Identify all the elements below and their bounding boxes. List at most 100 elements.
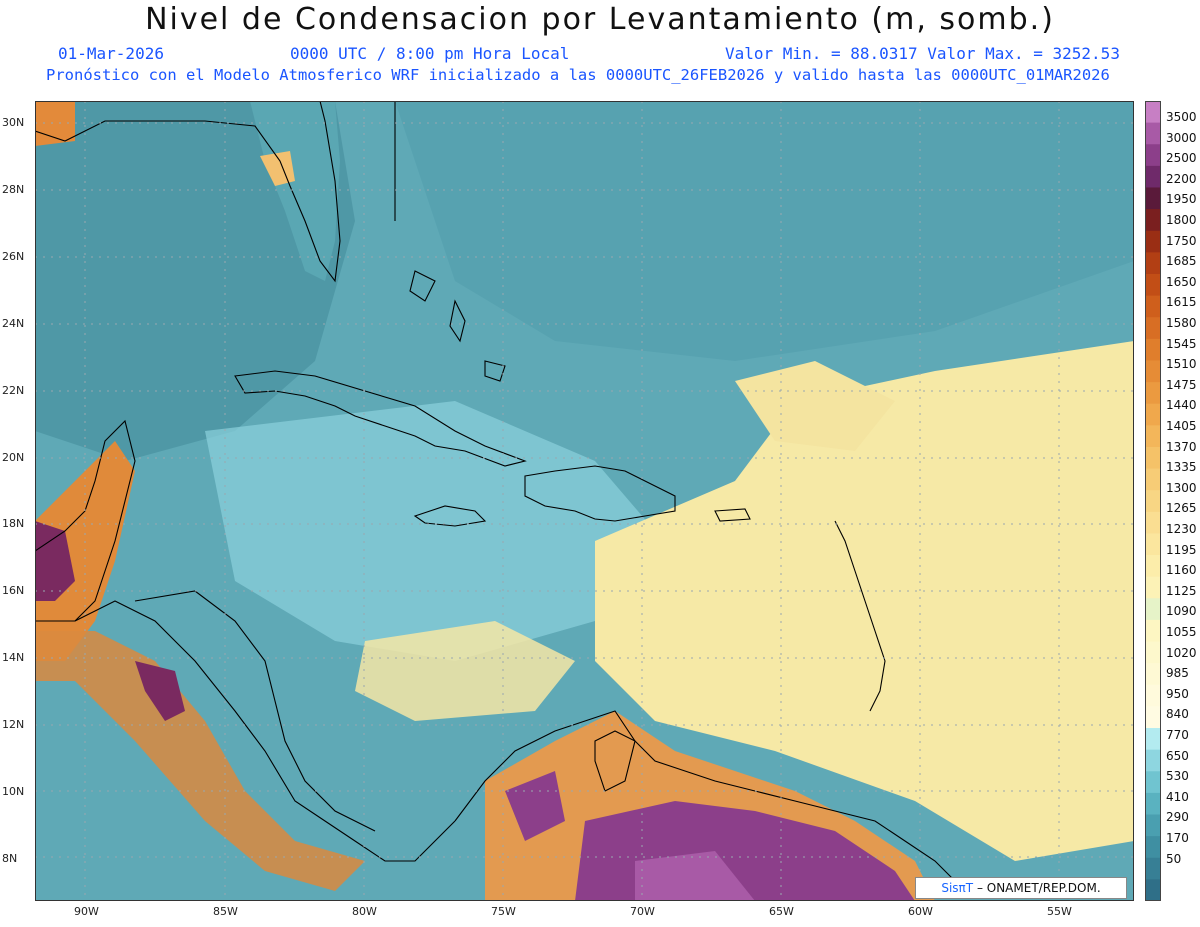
colorbar-swatch bbox=[1145, 792, 1161, 816]
nicaragua-purple bbox=[135, 661, 185, 721]
bahamas-1 bbox=[409, 270, 436, 302]
bahamas-2 bbox=[449, 299, 466, 343]
map-frame bbox=[35, 101, 1134, 901]
colorbar-label: 170 bbox=[1166, 831, 1189, 845]
colorbar-swatch bbox=[1145, 382, 1161, 405]
lat-label: 24N bbox=[2, 316, 25, 330]
colorbar-swatch bbox=[1145, 576, 1161, 599]
colorbar-label: 950 bbox=[1166, 686, 1189, 701]
lat-label: 14N bbox=[2, 651, 25, 665]
colorbar-label: 1195 bbox=[1166, 542, 1197, 557]
colorbar-swatch bbox=[1145, 209, 1161, 232]
colorbar-swatch bbox=[1145, 122, 1161, 145]
colorbar-swatch bbox=[1145, 338, 1161, 361]
colorbar-label: 1580 bbox=[1166, 316, 1197, 330]
lake-maracaibo bbox=[594, 730, 636, 792]
lon-label: 80W bbox=[352, 905, 377, 918]
yellow-patch-north bbox=[735, 361, 895, 451]
lon-label: 70W bbox=[630, 905, 655, 918]
colorbar-swatch bbox=[1145, 468, 1161, 491]
colorbar-label: 1055 bbox=[1166, 625, 1197, 639]
colorbar-swatch bbox=[1145, 252, 1161, 275]
colorbar-label: 1475 bbox=[1166, 377, 1197, 392]
colorbar-swatch bbox=[1145, 490, 1161, 513]
atlantic-shade bbox=[395, 101, 1134, 361]
colorbar-swatch bbox=[1145, 663, 1161, 686]
colorbar-label: 840 bbox=[1166, 707, 1189, 722]
lat-label: 18N bbox=[2, 517, 25, 531]
colorbar-label: 50 bbox=[1166, 851, 1182, 866]
colorbar-label: 1020 bbox=[1166, 645, 1197, 660]
coastlines bbox=[35, 101, 966, 892]
colorbar-label: 1300 bbox=[1166, 480, 1197, 495]
south-america-coast bbox=[454, 710, 966, 892]
colorbar-label: 2500 bbox=[1166, 151, 1197, 166]
mexico-purple bbox=[35, 521, 75, 601]
colorbar-label: 3000 bbox=[1166, 130, 1197, 145]
credit-text: – ONAMET/REP.DOM. bbox=[976, 881, 1101, 895]
colorbar-swatch bbox=[1145, 187, 1161, 210]
colorbar-label: 1160 bbox=[1166, 563, 1197, 578]
forecast-time: 0000 UTC / 8:00 pm Hora Local bbox=[290, 44, 570, 63]
colorbar-swatch bbox=[1145, 857, 1161, 880]
colorbar-label: 1335 bbox=[1166, 460, 1197, 475]
lon-label: 90W bbox=[74, 905, 99, 918]
lat-label: 26N bbox=[2, 249, 25, 263]
lcl-map bbox=[35, 101, 1134, 901]
lat-label: 20N bbox=[2, 450, 25, 464]
sistpi-logo: SisπT bbox=[941, 881, 974, 895]
colorbar-swatch bbox=[1145, 684, 1161, 707]
colorbar-swatch bbox=[1145, 360, 1161, 383]
central-america-caribbean bbox=[134, 590, 376, 832]
colorbar-swatch bbox=[1145, 641, 1161, 664]
colorbar-swatch bbox=[1145, 555, 1161, 578]
colorbar-swatch bbox=[1145, 879, 1161, 901]
colorbar-swatch bbox=[1145, 814, 1161, 837]
colorbar-label: 1370 bbox=[1166, 439, 1197, 454]
colorbar-swatch bbox=[1145, 230, 1161, 253]
central-america-orange bbox=[35, 631, 365, 891]
lesser-antilles bbox=[834, 520, 886, 712]
bahamas-3 bbox=[484, 360, 506, 382]
lon-label: 85W bbox=[213, 905, 238, 918]
colorbar-label: 1750 bbox=[1166, 233, 1197, 248]
colorbar-swatch bbox=[1145, 101, 1161, 124]
colorbar-label: 2200 bbox=[1166, 171, 1197, 186]
colorbar-swatch bbox=[1145, 749, 1161, 772]
colorbar-label: 1800 bbox=[1166, 213, 1197, 227]
colorbar-label: 1090 bbox=[1166, 604, 1197, 619]
credit-box: SisπT – ONAMET/REP.DOM. bbox=[915, 877, 1127, 899]
colorbar-label: 1265 bbox=[1166, 501, 1197, 516]
colorbar-swatch bbox=[1145, 144, 1161, 167]
florida-shade bbox=[250, 101, 340, 281]
venezuela-light-purple bbox=[635, 851, 755, 901]
colorbar-label: 1125 bbox=[1166, 583, 1197, 598]
colorbar-label: 1510 bbox=[1166, 357, 1197, 372]
lat-label: 22N bbox=[2, 383, 25, 397]
colorbar-label: 410 bbox=[1166, 789, 1189, 804]
lat-label: 10N bbox=[2, 785, 25, 798]
colombia-purple bbox=[505, 771, 565, 841]
lat-label: 16N bbox=[2, 584, 25, 598]
colorbar-swatch bbox=[1145, 511, 1161, 534]
puerto-rico bbox=[714, 508, 751, 522]
colorbar-label: 1440 bbox=[1166, 398, 1197, 413]
colorbar-label: 1950 bbox=[1166, 192, 1197, 207]
forecast-date: 01-Mar-2026 bbox=[58, 44, 164, 63]
colorbar-frame bbox=[1145, 101, 1161, 901]
colorbar bbox=[1145, 101, 1161, 901]
colorbar-swatch bbox=[1145, 446, 1161, 470]
forecast-note: Pronóstico con el Modelo Atmosferico WRF… bbox=[46, 66, 1110, 84]
caribbean-light bbox=[205, 401, 655, 661]
lon-label: 75W bbox=[491, 905, 516, 918]
lat-label: 12N bbox=[2, 718, 25, 732]
colorbar-label: 1405 bbox=[1166, 419, 1197, 433]
lat-label: 28N bbox=[2, 182, 25, 196]
colorbar-swatch bbox=[1145, 619, 1161, 643]
lon-label: 55W bbox=[1047, 905, 1072, 918]
colorbar-swatch bbox=[1145, 771, 1161, 794]
lon-label: 60W bbox=[908, 905, 933, 918]
colorbar-label: 770 bbox=[1166, 728, 1189, 742]
colorbar-swatch bbox=[1145, 533, 1161, 556]
colorbar-swatch bbox=[1145, 317, 1161, 340]
